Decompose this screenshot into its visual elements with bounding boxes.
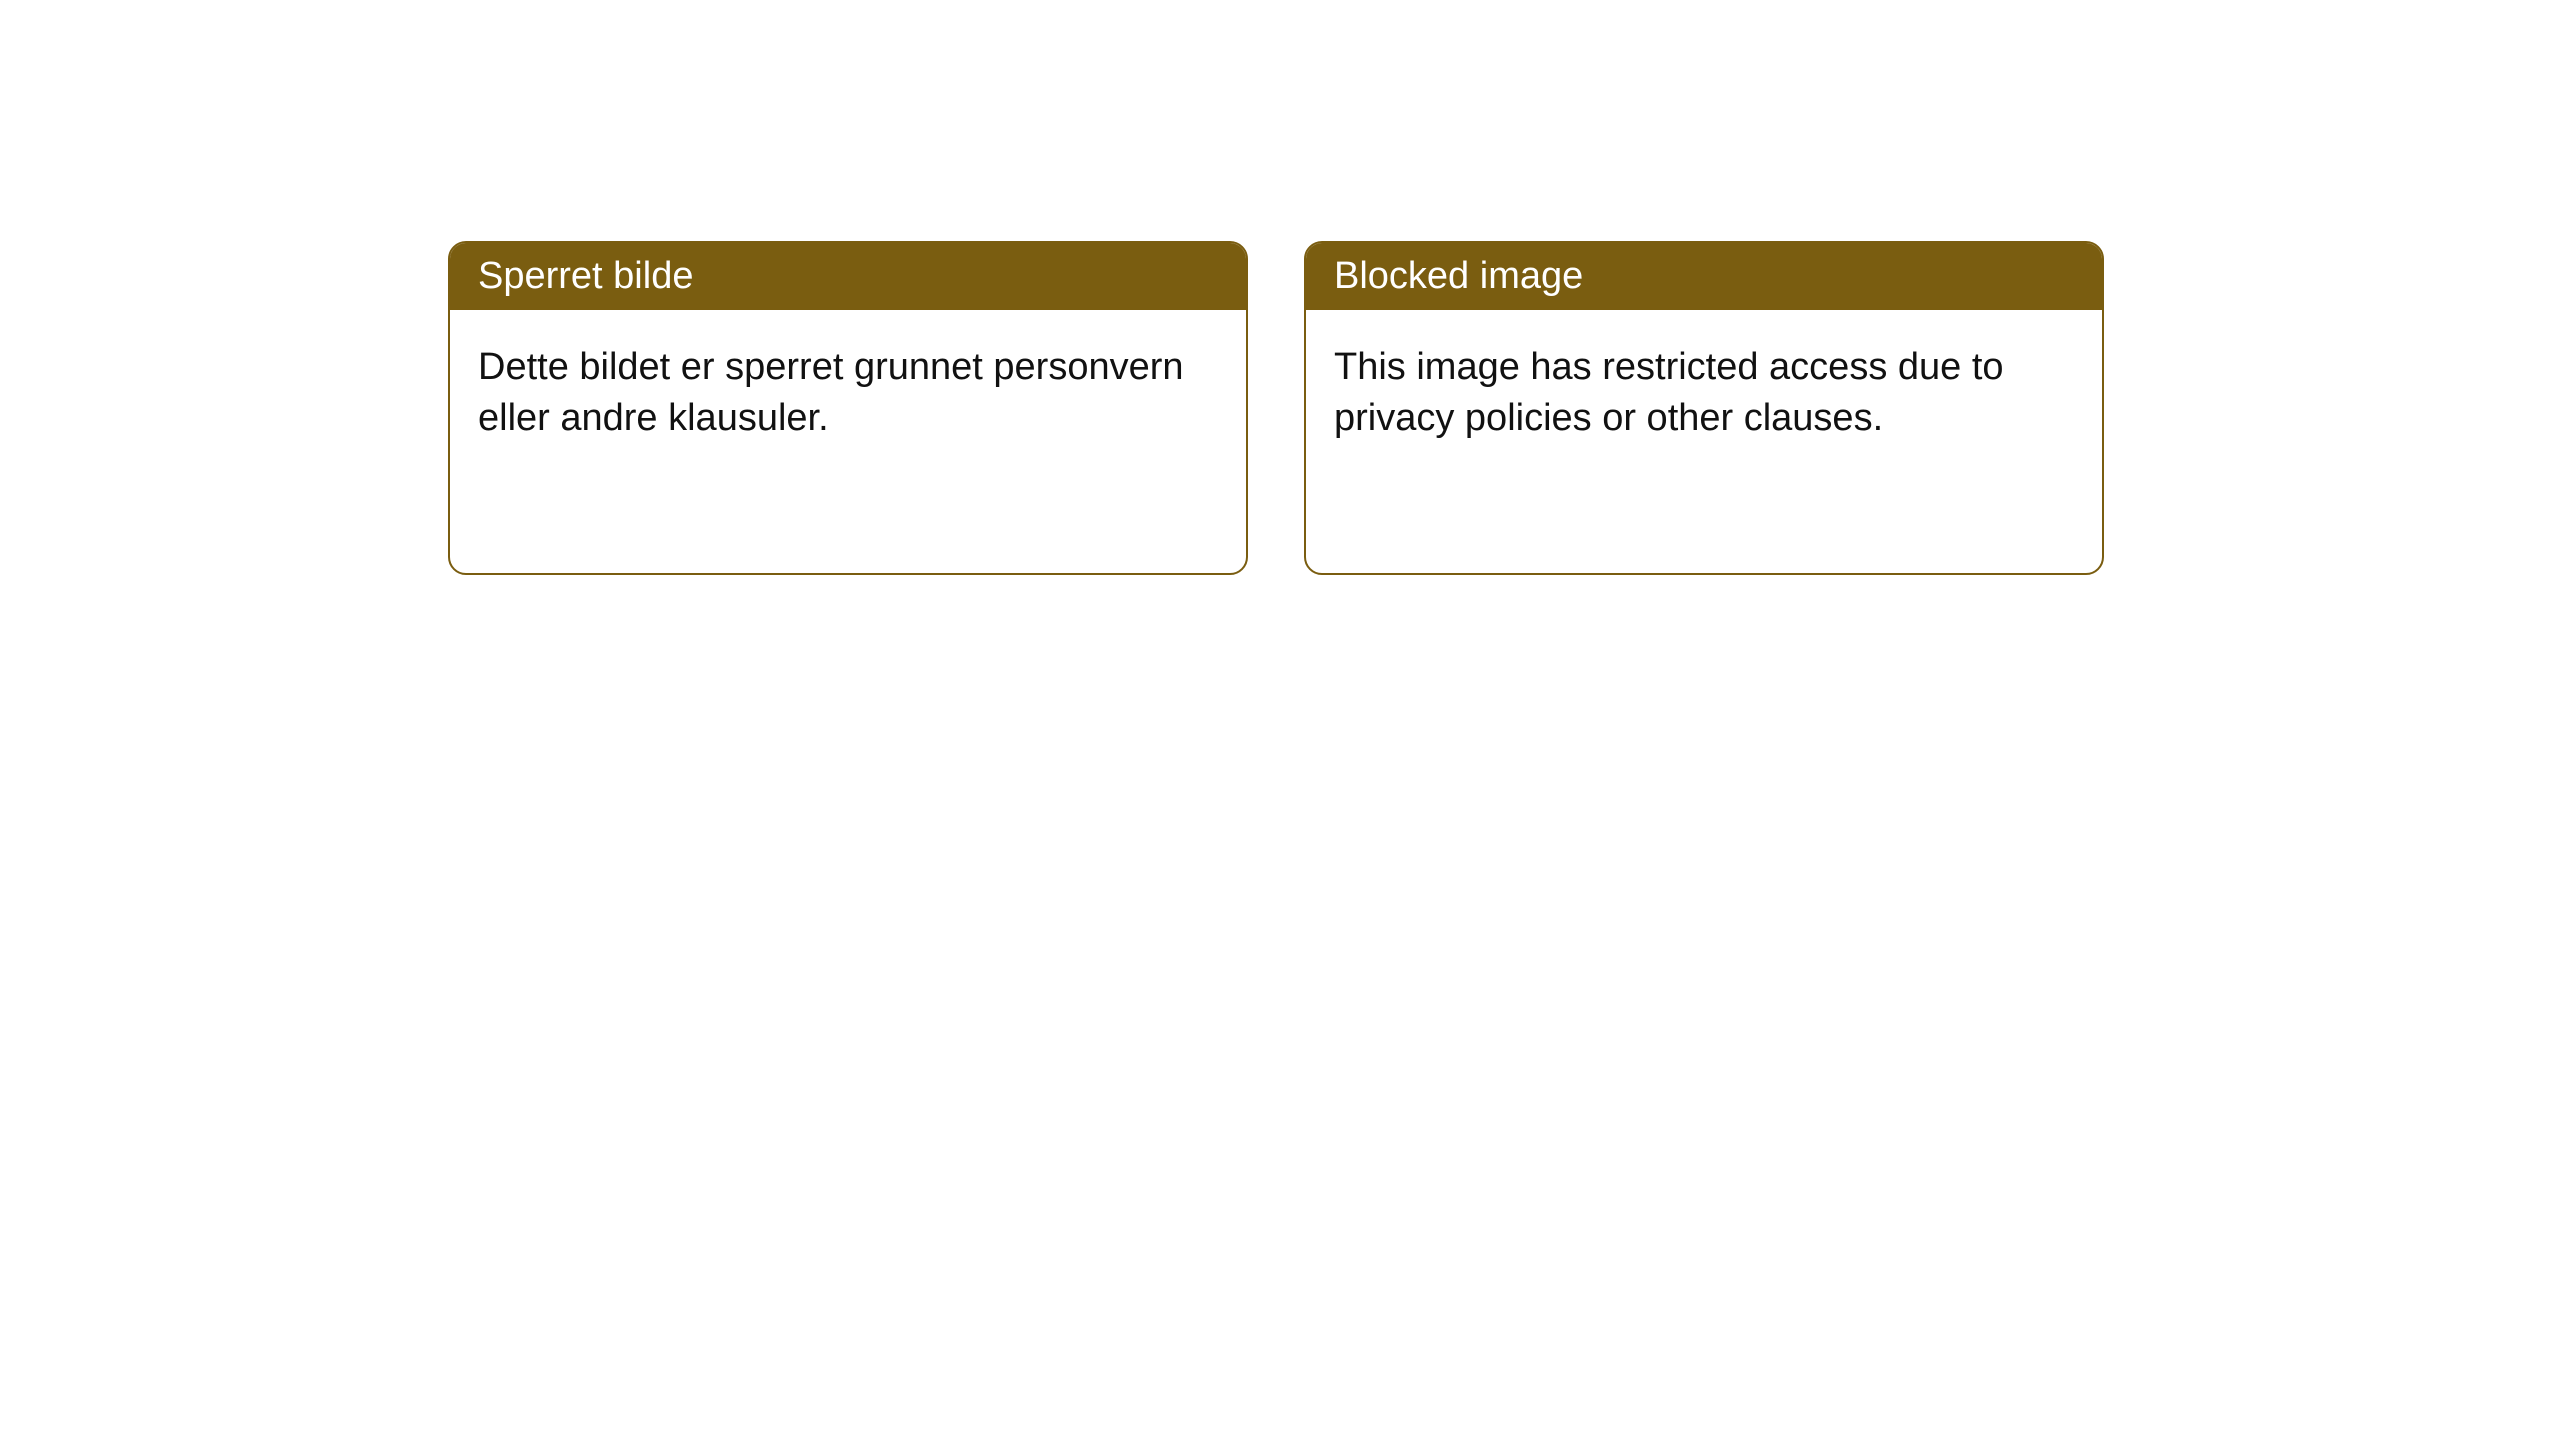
card-message-en: This image has restricted access due to … — [1334, 346, 2004, 439]
card-body-no: Dette bildet er sperret grunnet personve… — [450, 310, 1246, 477]
card-message-no: Dette bildet er sperret grunnet personve… — [478, 346, 1184, 439]
card-header-en: Blocked image — [1306, 243, 2102, 310]
blocked-image-card-en: Blocked image This image has restricted … — [1304, 241, 2104, 575]
card-body-en: This image has restricted access due to … — [1306, 310, 2102, 477]
blocked-image-card-no: Sperret bilde Dette bildet er sperret gr… — [448, 241, 1248, 575]
card-title-no: Sperret bilde — [478, 255, 693, 297]
blocked-image-cards: Sperret bilde Dette bildet er sperret gr… — [448, 241, 2104, 575]
card-header-no: Sperret bilde — [450, 243, 1246, 310]
card-title-en: Blocked image — [1334, 255, 1583, 297]
